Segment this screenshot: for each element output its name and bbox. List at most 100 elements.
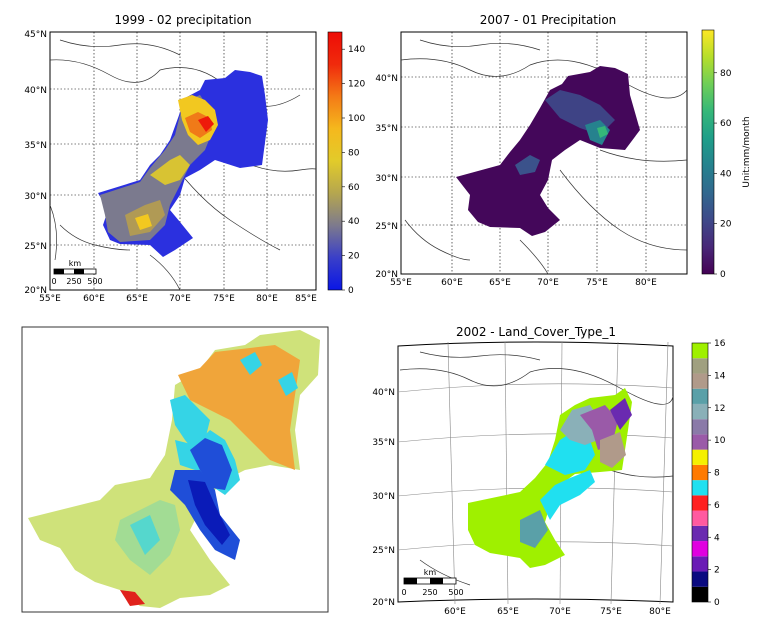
panel1-scalebar: km 0 250 500 <box>51 259 102 286</box>
panel2-lon-label: 60°E <box>441 278 463 288</box>
panel4-colorbar-tick-label: 14 <box>714 371 726 381</box>
panel4-lat-label: 35°N <box>372 438 395 448</box>
panel4-lat-label: 20°N <box>372 598 395 608</box>
panel1-lat-label: 20°N <box>24 286 47 296</box>
panel4-colorbar-swatch <box>692 495 708 511</box>
panel-precip-2007: 2007 - 01 Precipitation <box>375 13 752 288</box>
panel1-colorbar-tick-label: 40 <box>348 217 360 227</box>
panel2-colorbar-tick-label: 40 <box>720 169 732 179</box>
panel1-colorbar-tick-label: 140 <box>348 45 365 55</box>
panel2-lon-label: 75°E <box>586 278 608 288</box>
panel1-colorbar-tick-label: 0 <box>348 286 354 296</box>
panel4-scalebar: km 0 250 500 <box>401 568 463 597</box>
panel4-colorbar-swatch <box>692 388 708 404</box>
panel4-colorbar-swatch <box>692 510 708 526</box>
panel1-lat-label: 45°N <box>24 30 47 40</box>
panel4-scale-unit: km <box>424 568 437 577</box>
panel4-colorbar-tick-label: 0 <box>714 598 720 608</box>
panel2-colorbar-label: Unit:mm/month <box>742 116 752 187</box>
panel4-colorbar-swatch <box>692 586 708 602</box>
panel4-lat-label: 30°N <box>372 492 395 502</box>
panel-land-cover: 2002 - Land_Cover_Type_1 <box>372 325 725 617</box>
panel4-scale-tick-1: 250 <box>422 588 437 597</box>
panel4-scale-tick-2: 500 <box>448 588 463 597</box>
panel4-lon-label: 60°E <box>444 607 466 617</box>
panel1-colorbar-tick-label: 100 <box>348 114 365 124</box>
panel1-colorbar-tick-label: 120 <box>348 80 365 90</box>
panel1-lat-label: 25°N <box>24 242 47 252</box>
panel2-colorbar-tick-label: 20 <box>720 220 732 230</box>
panel1-scale-tick-1: 250 <box>66 277 81 286</box>
panel4-lon-label: 70°E <box>549 607 571 617</box>
panel4-colorbar-swatch <box>692 480 708 496</box>
panel1-lat-label: 30°N <box>24 192 47 202</box>
panel4-colorbar <box>691 342 709 603</box>
panel1-lon-label: 80°E <box>256 294 278 304</box>
panel1-lon-label: 60°E <box>83 294 105 304</box>
panel2-title: 2007 - 01 Precipitation <box>480 13 617 27</box>
panel2-lat-label: 40°N <box>375 74 398 84</box>
panel2-lat-label: 20°N <box>375 270 398 280</box>
panel4-colorbar-swatch <box>692 541 708 557</box>
panel4-lat-label: 40°N <box>372 388 395 398</box>
panel4-colorbar-tick-label: 16 <box>714 339 726 349</box>
panel4-colorbar-tick-label: 12 <box>714 404 725 414</box>
panel1-scale-tick-0: 0 <box>51 277 56 286</box>
panel2-colorbar-tick-label: 0 <box>720 270 726 280</box>
panel4-lat-label: 25°N <box>372 546 395 556</box>
panel1-colorbar-tick-label: 20 <box>348 252 360 262</box>
panel-precip-1999: 1999 - 02 precipitation <box>24 13 365 304</box>
panel1-title: 1999 - 02 precipitation <box>114 13 251 27</box>
panel4-colorbar-swatch <box>692 525 708 542</box>
panel1-colorbar-tick-label: 60 <box>348 183 360 193</box>
panel2-borders <box>401 39 687 274</box>
panel4-colorbar-swatch <box>692 449 708 465</box>
panel1-lat-label: 35°N <box>24 141 47 151</box>
panel2-lon-label: 55°E <box>390 278 412 288</box>
panel3-map <box>28 330 320 608</box>
panel4-colorbar-swatch <box>692 464 708 481</box>
panel4-lon-label: 80°E <box>649 607 671 617</box>
panel1-lon-label: 65°E <box>126 294 148 304</box>
panel4-colorbar-swatch <box>692 358 708 374</box>
panel1-scale-tick-2: 500 <box>87 277 102 286</box>
panel4-colorbar-swatch <box>692 403 708 420</box>
panel1-precip-field <box>98 70 268 257</box>
panel2-colorbar-tick-label: 80 <box>720 69 732 79</box>
panel4-colorbar-swatch <box>692 571 708 587</box>
panel-classified-map <box>21 326 329 613</box>
panel1-colorbar-tick-label: 80 <box>348 148 360 158</box>
panel2-precip-field <box>456 66 640 236</box>
panel2-gridlines <box>401 32 687 274</box>
panel4-colorbar-tick-label: 6 <box>714 501 720 511</box>
panel2-lat-label: 30°N <box>375 174 398 184</box>
panel4-colorbar-swatch <box>692 556 708 572</box>
panel4-colorbar-tick-label: 10 <box>714 436 726 446</box>
panel2-lon-label: 65°E <box>489 278 511 288</box>
panel2-colorbar <box>701 29 715 275</box>
panel4-land-cover-field <box>468 388 632 568</box>
panel4-borders <box>399 351 673 586</box>
panel4-lon-label: 75°E <box>600 607 622 617</box>
panel4-colorbar-tick-label: 2 <box>714 566 720 576</box>
panel4-lon-label: 65°E <box>497 607 519 617</box>
panel2-lon-label: 80°E <box>635 278 657 288</box>
panel1-lat-label: 40°N <box>24 86 47 96</box>
panel2-lon-label: 70°E <box>537 278 559 288</box>
panel2-lat-label: 35°N <box>375 124 398 134</box>
panel4-colorbar-tick-label: 8 <box>714 469 720 479</box>
panel1-lon-label: 75°E <box>213 294 235 304</box>
panel1-lon-label: 55°E <box>39 294 61 304</box>
panel4-colorbar-swatch <box>692 343 708 359</box>
panel4-colorbar-swatch <box>692 419 708 435</box>
panel1-lon-label: 85°E <box>295 294 317 304</box>
panel2-colorbar-tick-label: 60 <box>720 119 732 129</box>
panel4-colorbar-swatch <box>692 373 708 389</box>
panel4-scale-tick-0: 0 <box>401 588 406 597</box>
panel4-colorbar-swatch <box>692 434 708 450</box>
panel4-colorbar-tick-label: 4 <box>714 533 720 543</box>
panel1-scale-unit: km <box>69 259 82 268</box>
panel1-lon-label: 70°E <box>169 294 191 304</box>
panel1-colorbar <box>327 31 343 291</box>
panel4-title: 2002 - Land_Cover_Type_1 <box>456 325 616 339</box>
